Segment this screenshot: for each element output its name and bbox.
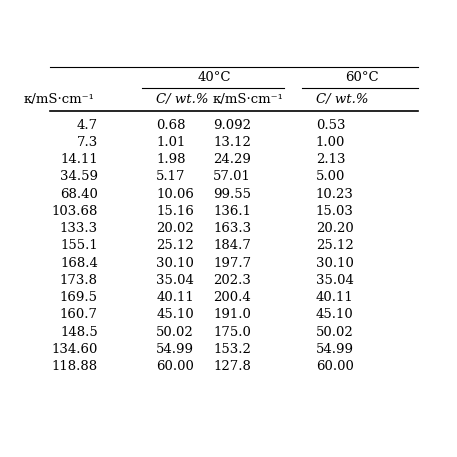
Text: 24.29: 24.29: [213, 153, 251, 166]
Text: 134.60: 134.60: [52, 343, 98, 356]
Text: 9.092: 9.092: [213, 119, 251, 132]
Text: 2.13: 2.13: [316, 153, 345, 166]
Text: 1.00: 1.00: [316, 136, 345, 149]
Text: 54.99: 54.99: [316, 343, 354, 356]
Text: 0.53: 0.53: [316, 119, 345, 132]
Text: 25.12: 25.12: [316, 239, 353, 252]
Text: 184.7: 184.7: [213, 239, 251, 252]
Text: 50.02: 50.02: [156, 326, 194, 339]
Text: 200.4: 200.4: [213, 291, 251, 304]
Text: 1.98: 1.98: [156, 153, 186, 166]
Text: 35.04: 35.04: [316, 274, 354, 287]
Text: 169.5: 169.5: [60, 291, 98, 304]
Text: 45.10: 45.10: [316, 308, 353, 321]
Text: κ/mS·cm⁻¹: κ/mS·cm⁻¹: [213, 93, 284, 106]
Text: 175.0: 175.0: [213, 326, 251, 339]
Text: 197.7: 197.7: [213, 257, 251, 270]
Text: 13.12: 13.12: [213, 136, 251, 149]
Text: 60.00: 60.00: [316, 360, 354, 373]
Text: 127.8: 127.8: [213, 360, 251, 373]
Text: 14.11: 14.11: [60, 153, 98, 166]
Text: 20.20: 20.20: [316, 222, 353, 235]
Text: 136.1: 136.1: [213, 205, 251, 218]
Text: C/ wt.%: C/ wt.%: [156, 93, 209, 106]
Text: 57.01: 57.01: [213, 170, 251, 183]
Text: 50.02: 50.02: [316, 326, 353, 339]
Text: κ/mS·cm⁻¹: κ/mS·cm⁻¹: [23, 93, 94, 106]
Text: 40.11: 40.11: [156, 291, 194, 304]
Text: 153.2: 153.2: [213, 343, 251, 356]
Text: 34.59: 34.59: [60, 170, 98, 183]
Text: 191.0: 191.0: [213, 308, 251, 321]
Text: 103.68: 103.68: [52, 205, 98, 218]
Text: 4.7: 4.7: [77, 119, 98, 132]
Text: C/ wt.%: C/ wt.%: [316, 93, 368, 106]
Text: 15.03: 15.03: [316, 205, 354, 218]
Text: 202.3: 202.3: [213, 274, 251, 287]
Text: 5.00: 5.00: [316, 170, 345, 183]
Text: 60.00: 60.00: [156, 360, 194, 373]
Text: 148.5: 148.5: [60, 326, 98, 339]
Text: 7.3: 7.3: [77, 136, 98, 149]
Text: 15.16: 15.16: [156, 205, 194, 218]
Text: 118.88: 118.88: [52, 360, 98, 373]
Text: 99.55: 99.55: [213, 188, 251, 201]
Text: 25.12: 25.12: [156, 239, 194, 252]
Text: 10.06: 10.06: [156, 188, 194, 201]
Text: 20.02: 20.02: [156, 222, 194, 235]
Text: 160.7: 160.7: [60, 308, 98, 321]
Text: 5.17: 5.17: [156, 170, 186, 183]
Text: 173.8: 173.8: [60, 274, 98, 287]
Text: 1.01: 1.01: [156, 136, 186, 149]
Text: 10.23: 10.23: [316, 188, 354, 201]
Text: 35.04: 35.04: [156, 274, 194, 287]
Text: 168.4: 168.4: [60, 257, 98, 270]
Text: 0.68: 0.68: [156, 119, 186, 132]
Text: 133.3: 133.3: [60, 222, 98, 235]
Text: 60°C: 60°C: [345, 71, 378, 84]
Text: 45.10: 45.10: [156, 308, 194, 321]
Text: 155.1: 155.1: [60, 239, 98, 252]
Text: 54.99: 54.99: [156, 343, 194, 356]
Text: 40°C: 40°C: [198, 71, 232, 84]
Text: 40.11: 40.11: [316, 291, 353, 304]
Text: 30.10: 30.10: [316, 257, 354, 270]
Text: 163.3: 163.3: [213, 222, 251, 235]
Text: 68.40: 68.40: [60, 188, 98, 201]
Text: 30.10: 30.10: [156, 257, 194, 270]
